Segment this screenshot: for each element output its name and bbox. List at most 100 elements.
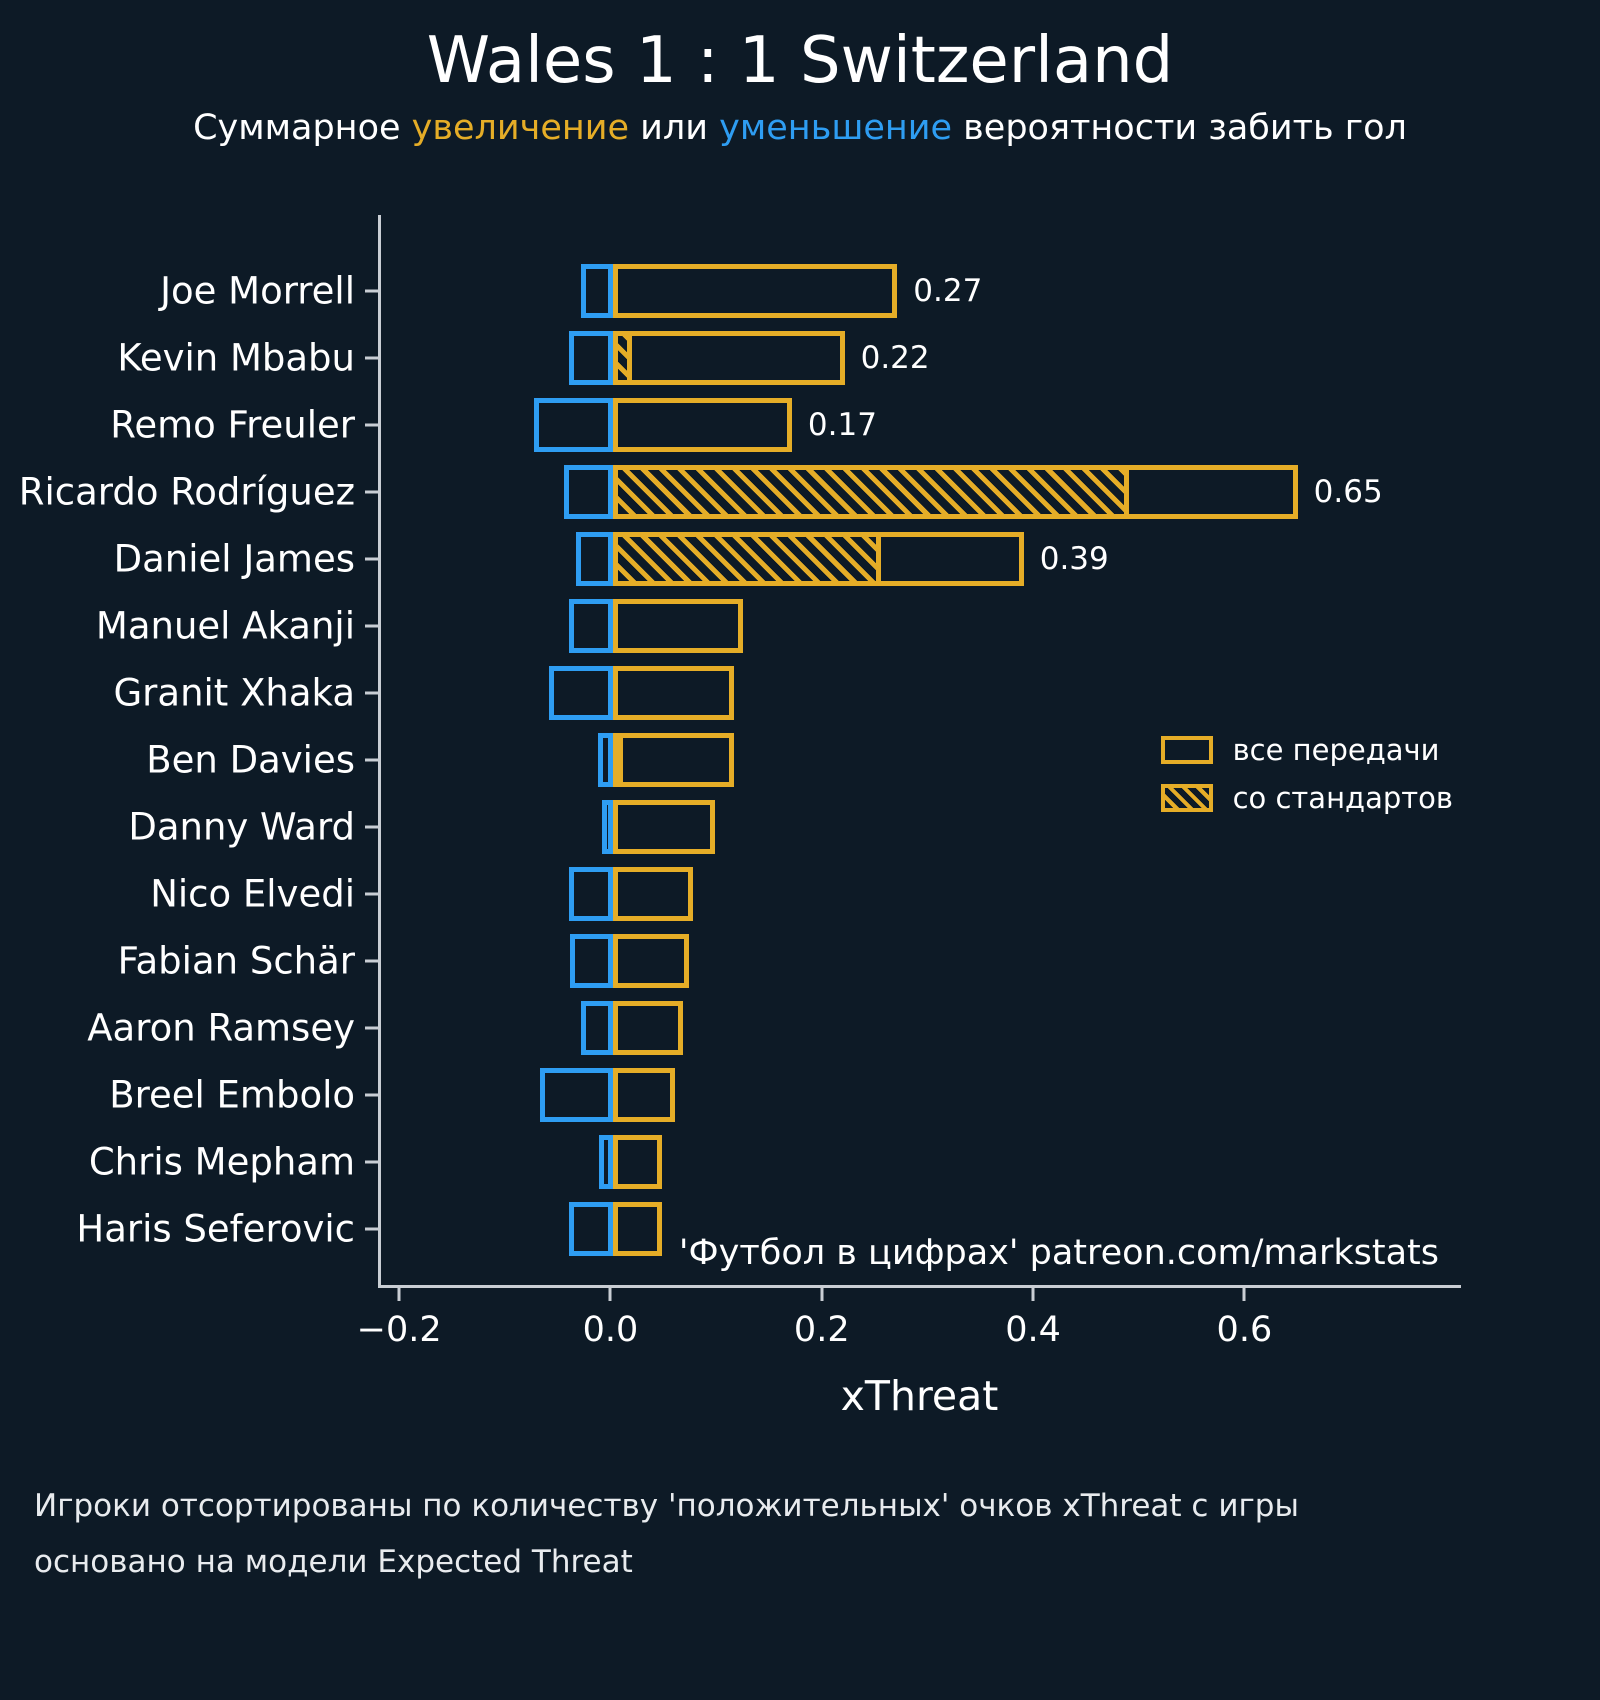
- legend-label-set-pieces: со стандартов: [1232, 781, 1453, 815]
- y-tick: [365, 758, 378, 761]
- hatched-bar-swatch-icon: [1160, 784, 1213, 812]
- x-tick-label: −0.2: [356, 1310, 442, 1350]
- value-label: 0.27: [913, 272, 983, 309]
- positive-bar: [612, 330, 845, 385]
- x-axis: −0.2 0.0 0.2 0.4 0.6: [357, 1288, 1461, 1388]
- negative-bar: [569, 933, 613, 988]
- negative-bar: [575, 531, 613, 586]
- bar-row: Chris Mepham: [89, 1128, 1461, 1195]
- bar-row: Manuel Akanji: [96, 592, 1461, 659]
- bar-row: Kevin Mbabu 0.22: [117, 324, 1461, 391]
- outlined-bar-swatch-icon: [1160, 736, 1213, 764]
- player-label: Daniel James: [113, 537, 355, 580]
- watermark-credit: 'Футбол в цифрах' patreon.com/markstats: [678, 1233, 1439, 1273]
- player-label: Manuel Akanji: [95, 604, 355, 647]
- y-tick: [365, 624, 378, 627]
- x-tick-mark: [1031, 1288, 1035, 1301]
- negative-bar: [564, 464, 613, 519]
- positive-bar: [612, 1067, 675, 1122]
- y-tick: [365, 356, 378, 359]
- player-label: Fabian Schär: [117, 939, 355, 982]
- positive-bar: [612, 799, 715, 854]
- positive-bar: [612, 732, 734, 787]
- player-label: Nico Elvedi: [150, 872, 355, 915]
- y-tick: [365, 959, 378, 962]
- negative-bar: [599, 1134, 613, 1189]
- value-label: 0.17: [807, 406, 877, 443]
- player-label: Breel Embolo: [109, 1073, 355, 1116]
- x-tick-mark: [820, 1288, 824, 1301]
- bar-row: Danny Ward: [128, 793, 1461, 860]
- negative-bar: [581, 263, 613, 318]
- positive-bar: [612, 1201, 663, 1256]
- y-tick: [365, 490, 378, 493]
- player-label: Remo Freuler: [110, 403, 355, 446]
- x-axis-label: xThreat: [840, 1372, 999, 1420]
- bar-row: Ricardo Rodríguez 0.65: [19, 458, 1461, 525]
- y-tick: [365, 423, 378, 426]
- x-tick-mark: [608, 1288, 612, 1301]
- positive-bar: [612, 397, 792, 452]
- chart-subtitle: Суммарное увеличение или уменьшение веро…: [0, 108, 1600, 148]
- positive-bar: [612, 665, 734, 720]
- legend-item-set-pieces: со стандартов: [1160, 781, 1453, 815]
- negative-bar: [598, 732, 613, 787]
- page-title: Wales 1 : 1 Switzerland: [426, 24, 1174, 98]
- footer-note-1: Игроки отсортированы по количеству 'поло…: [34, 1488, 1299, 1524]
- subtitle-increase-word: увеличение: [411, 108, 630, 148]
- bar-row: Remo Freuler 0.17: [110, 391, 1461, 458]
- value-label: 0.65: [1313, 473, 1383, 510]
- player-label: Granit Xhaka: [113, 671, 355, 714]
- player-label: Chris Mepham: [88, 1140, 355, 1183]
- value-label: 0.22: [860, 339, 930, 376]
- negative-bar: [540, 1067, 613, 1122]
- subtitle-part2: или: [629, 108, 720, 148]
- y-tick: [365, 825, 378, 828]
- y-tick: [365, 289, 378, 292]
- bar-row: Fabian Schär: [118, 927, 1461, 994]
- bar-row: Nico Elvedi: [150, 860, 1461, 927]
- bar-row: Aaron Ramsey: [87, 994, 1461, 1061]
- bar-row: Granit Xhaka: [114, 659, 1461, 726]
- negative-bar: [568, 330, 613, 385]
- x-tick-label: 0.0: [582, 1310, 639, 1350]
- negative-bar: [581, 1000, 613, 1055]
- x-tick-mark: [1242, 1288, 1246, 1301]
- set-piece-bar: [612, 732, 623, 787]
- x-tick-mark: [397, 1288, 401, 1301]
- set-piece-bar: [612, 531, 882, 586]
- bar-row: Haris Seferovic: [76, 1195, 1461, 1262]
- bar-row: Breel Embolo: [109, 1061, 1461, 1128]
- player-label: Aaron Ramsey: [87, 1006, 355, 1049]
- player-label: Kevin Mbabu: [117, 336, 355, 379]
- set-piece-bar: [612, 464, 1130, 519]
- y-tick: [365, 1093, 378, 1096]
- y-tick: [365, 691, 378, 694]
- player-label: Joe Morrell: [160, 269, 355, 312]
- bar-row: Joe Morrell 0.27: [160, 257, 1461, 324]
- y-tick: [365, 557, 378, 560]
- subtitle-part1: Суммарное: [193, 108, 412, 148]
- set-piece-bar: [612, 330, 632, 385]
- plot-rows: Joe Morrell 0.27 Kevin Mbabu 0.22 Remo Freul…: [19, 215, 1461, 1285]
- player-label: Ricardo Rodríguez: [18, 470, 355, 513]
- x-tick-label: 0.4: [1005, 1310, 1061, 1350]
- chart-legend: все передачи со стандартов: [1160, 733, 1453, 815]
- positive-bar: [612, 866, 693, 921]
- positive-bar: [612, 263, 898, 318]
- player-label: Danny Ward: [128, 805, 355, 848]
- negative-bar: [568, 866, 613, 921]
- footer-note-2: основано на модели Expected Threat: [34, 1544, 633, 1580]
- bar-row: Ben Davies: [146, 726, 1461, 793]
- y-tick: [365, 892, 378, 895]
- y-tick: [365, 1227, 378, 1230]
- positive-bar: [612, 1000, 684, 1055]
- x-tick-label: 0.2: [793, 1310, 850, 1350]
- positive-bar: [612, 1134, 663, 1189]
- y-tick: [365, 1026, 378, 1029]
- negative-bar: [568, 598, 613, 653]
- footer-notes: Игроки отсортированы по количеству 'поло…: [34, 1478, 1299, 1590]
- x-tick-label: 0.6: [1216, 1310, 1273, 1350]
- plot-area: Joe Morrell 0.27 Kevin Mbabu 0.22 Remo Freul…: [19, 215, 1461, 1288]
- negative-bar: [568, 1201, 613, 1256]
